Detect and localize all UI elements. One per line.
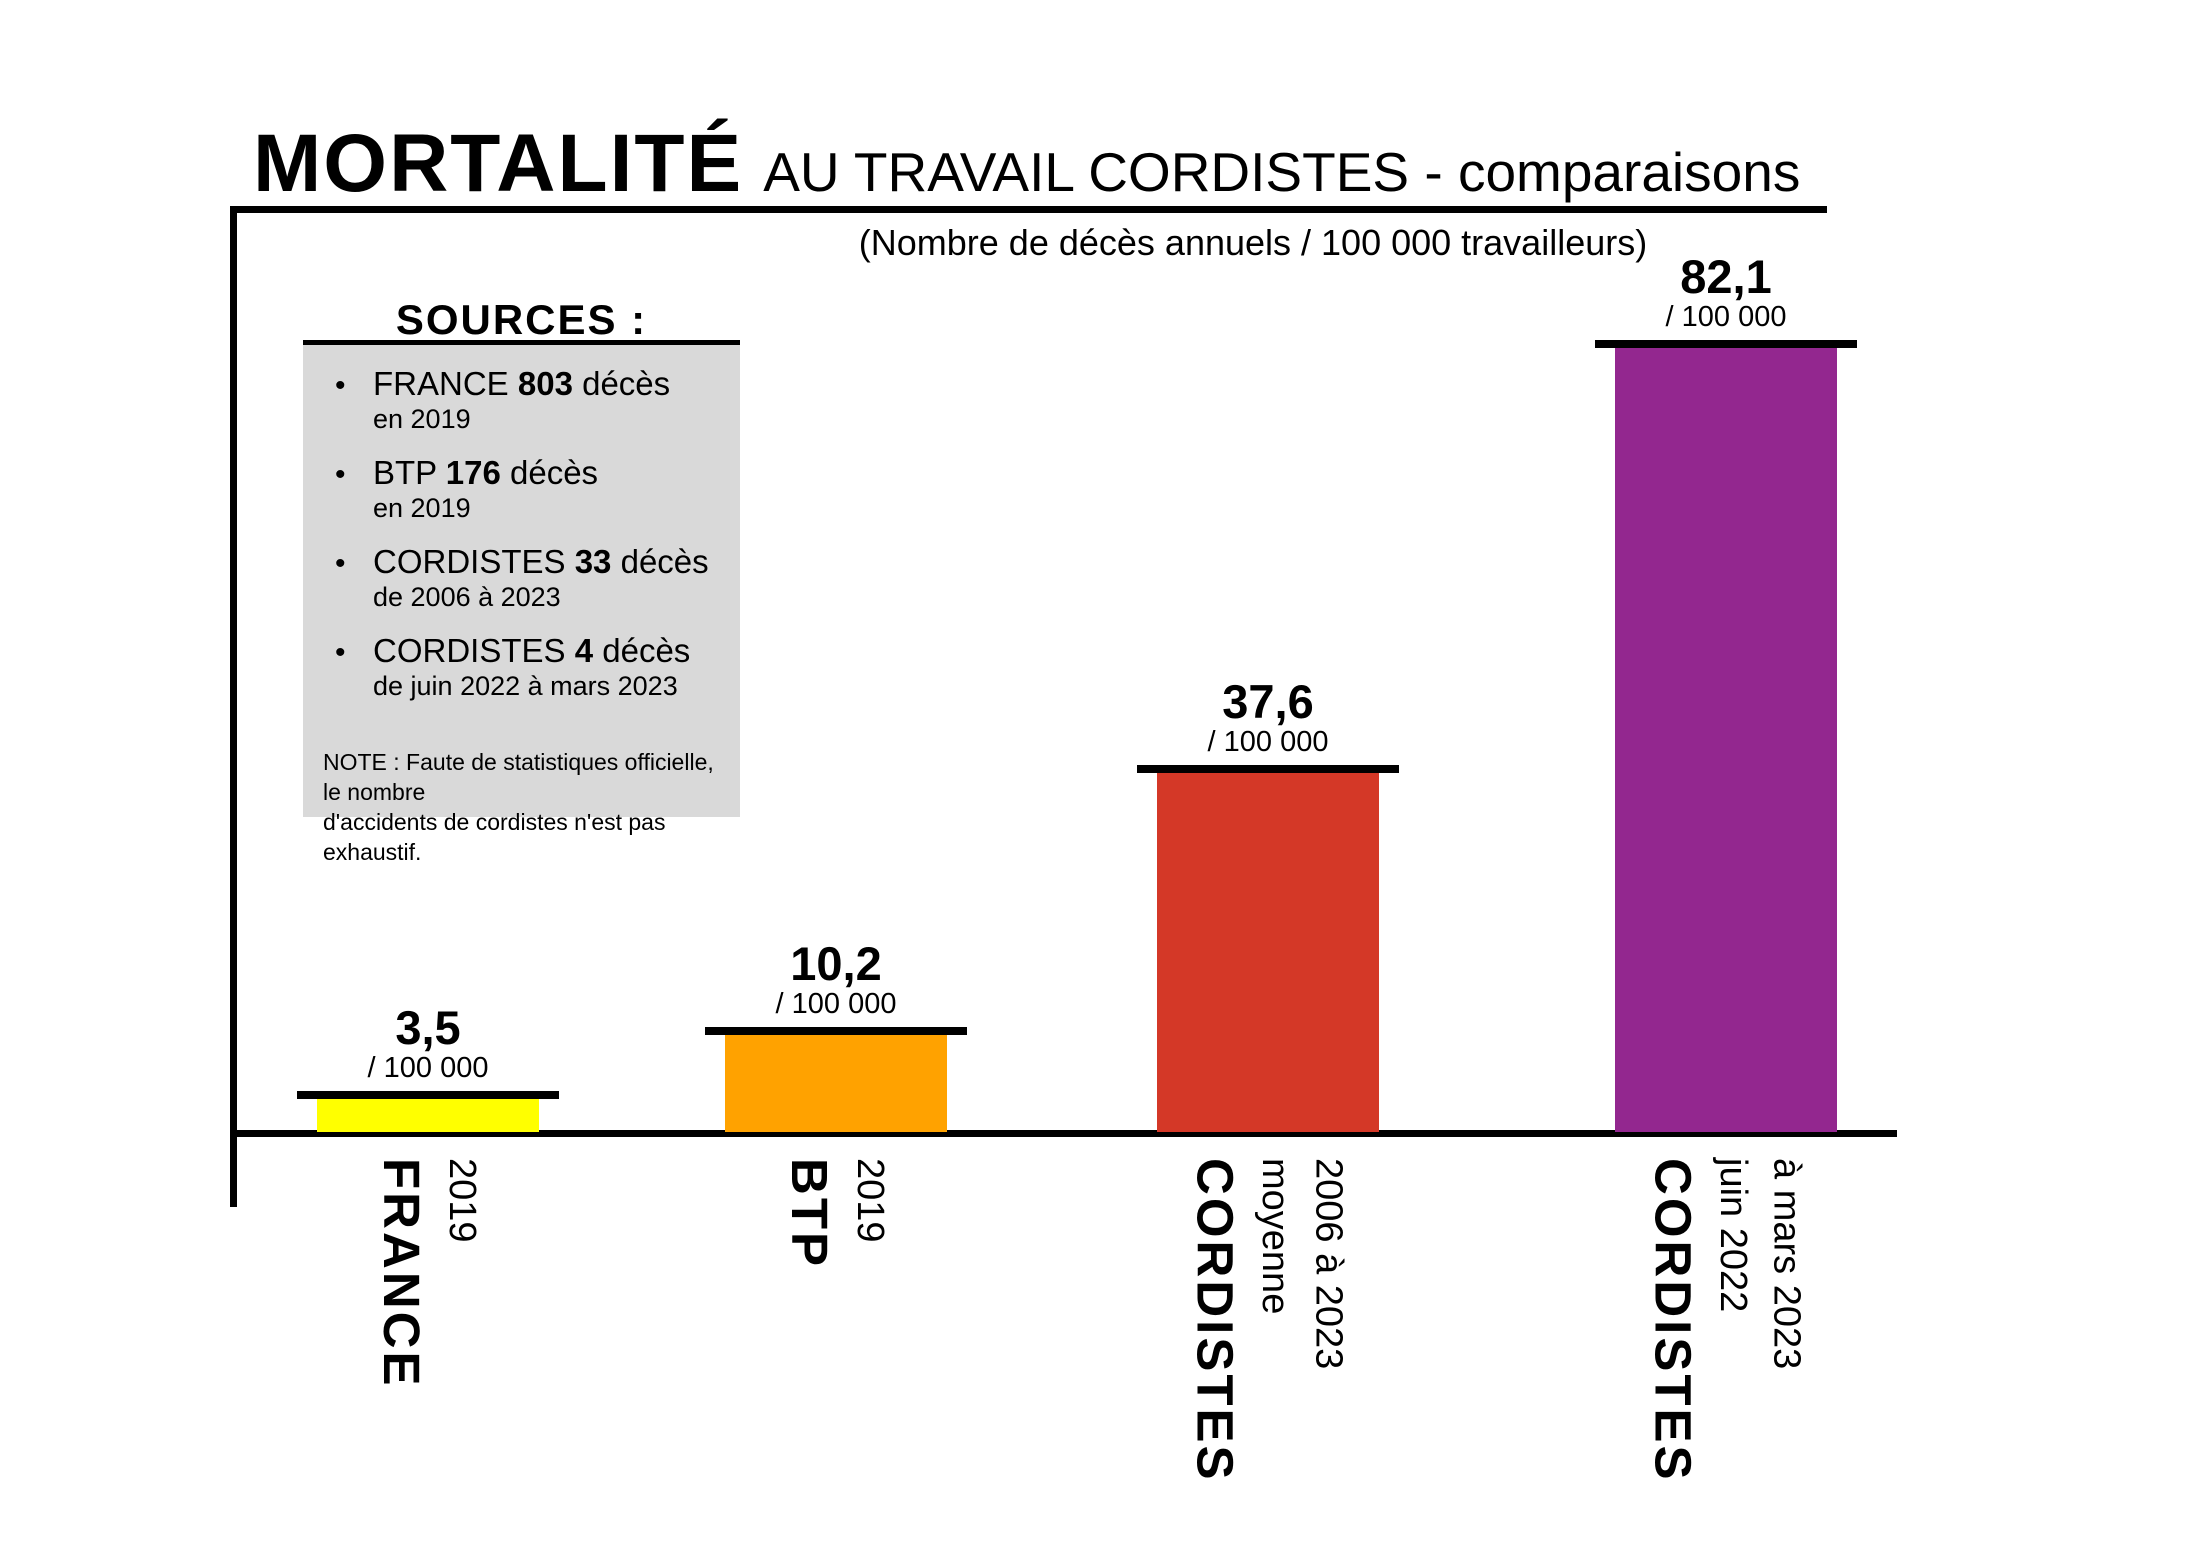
source-period: de 2006 à 2023 (373, 581, 561, 612)
source-prefix: BTP (373, 453, 437, 491)
sources-note-line1: NOTE : Faute de statistiques officielle,… (323, 748, 714, 805)
frame-top-line (230, 206, 1827, 213)
x-label-cordistes-2022-2023: CORDISTES juin 2022 à mars 2023 (1644, 1158, 1807, 1483)
source-prefix: CORDISTES (373, 542, 566, 580)
x-label-france: FRANCE 2019 (373, 1158, 483, 1389)
sources-header: SOURCES : (395, 296, 648, 343)
x-label-cordistes-moyenne: CORDISTES moyenne 2006 à 2023 (1186, 1158, 1349, 1483)
value-unit: / 100 000 (775, 988, 897, 1020)
bullet-icon: • (335, 369, 346, 402)
source-count: 803 (517, 365, 573, 402)
source-item-cordistes-2022-2023: • CORDISTES 4 décès de juin 2022 à mars 2… (321, 632, 724, 702)
x-label-name: BTP (781, 1158, 839, 1269)
bar-top-cap (705, 1027, 967, 1035)
x-label-sub: moyenne (1254, 1158, 1297, 1315)
value-number: 10,2 (790, 937, 882, 990)
x-label-sub: juin 2022 (1712, 1158, 1755, 1313)
source-suffix: décès (620, 542, 709, 580)
bullet-icon: • (335, 546, 346, 580)
sources-note: NOTE : Faute de statistiques officielle,… (321, 748, 724, 868)
x-label-sub: 2019 (848, 1158, 891, 1243)
x-label-name: CORDISTES (1644, 1158, 1702, 1483)
bar-top-cap (1595, 340, 1857, 348)
x-label-name: FRANCE (373, 1158, 431, 1389)
value-label-btp: 10,2 / 100 000 (686, 937, 986, 1020)
x-label-sub: 2006 à 2023 (1307, 1158, 1350, 1370)
value-unit: / 100 000 (367, 1052, 489, 1084)
bullet-icon: • (335, 635, 346, 669)
source-item-cordistes-2006-2023: • CORDISTES 33 décès de 2006 à 2023 (321, 543, 724, 613)
value-number: 3,5 (395, 1001, 461, 1054)
sources-box: • FRANCE 803 décès en 2019 • BTP 176 décès… (303, 340, 740, 865)
source-item-btp: • BTP 176 décès en 2019 (321, 454, 724, 524)
bar-france (317, 1099, 539, 1132)
bar-top-cap (297, 1091, 559, 1099)
bar-top-cap (1137, 765, 1399, 773)
value-number: 82,1 (1680, 250, 1772, 303)
value-label-cordistes-2022-2023: 82,1 / 100 000 (1576, 250, 1876, 333)
source-period: de juin 2022 à mars 2023 (373, 670, 678, 701)
source-count: 176 (445, 453, 501, 491)
sources-note-line2: d'accidents de cordistes n'est pas exhau… (323, 808, 666, 865)
source-period: en 2019 (373, 403, 471, 434)
value-unit: / 100 000 (1207, 726, 1329, 758)
chart-subtitle: (Nombre de décès annuels / 100 000 trava… (858, 222, 1648, 263)
bar-cordistes-2022-2023 (1615, 348, 1837, 1132)
value-number: 37,6 (1222, 675, 1314, 728)
value-label-cordistes-moyenne: 37,6 / 100 000 (1118, 675, 1418, 758)
value-label-france: 3,5 / 100 000 (278, 1001, 578, 1084)
source-prefix: FRANCE (373, 365, 509, 402)
page-title: MORTALITÉ AU TRAVAIL CORDISTES - compara… (253, 123, 1800, 205)
x-axis-baseline (230, 1130, 1897, 1137)
source-count: 4 (574, 631, 594, 669)
source-suffix: décès (510, 453, 599, 491)
title-rest: AU TRAVAIL CORDISTES - comparaisons (763, 141, 1801, 203)
x-label-sub: 2019 (440, 1158, 483, 1243)
bar-cordistes-moyenne (1157, 773, 1379, 1132)
source-suffix: décès (602, 631, 691, 669)
source-prefix: CORDISTES (373, 631, 566, 669)
value-unit: / 100 000 (1665, 301, 1787, 333)
frame-left-axis-line (230, 206, 237, 1207)
source-suffix: décès (582, 365, 671, 402)
source-period: en 2019 (373, 492, 471, 523)
source-count: 33 (574, 542, 612, 580)
source-item-france: • FRANCE 803 décès en 2019 (321, 365, 724, 435)
title-main: MORTALITÉ (253, 118, 744, 209)
bar-btp (725, 1035, 947, 1132)
bullet-icon: • (335, 457, 346, 491)
x-label-btp: BTP 2019 (781, 1158, 891, 1269)
x-label-sub: à mars 2023 (1765, 1158, 1808, 1370)
x-label-name: CORDISTES (1186, 1158, 1244, 1483)
